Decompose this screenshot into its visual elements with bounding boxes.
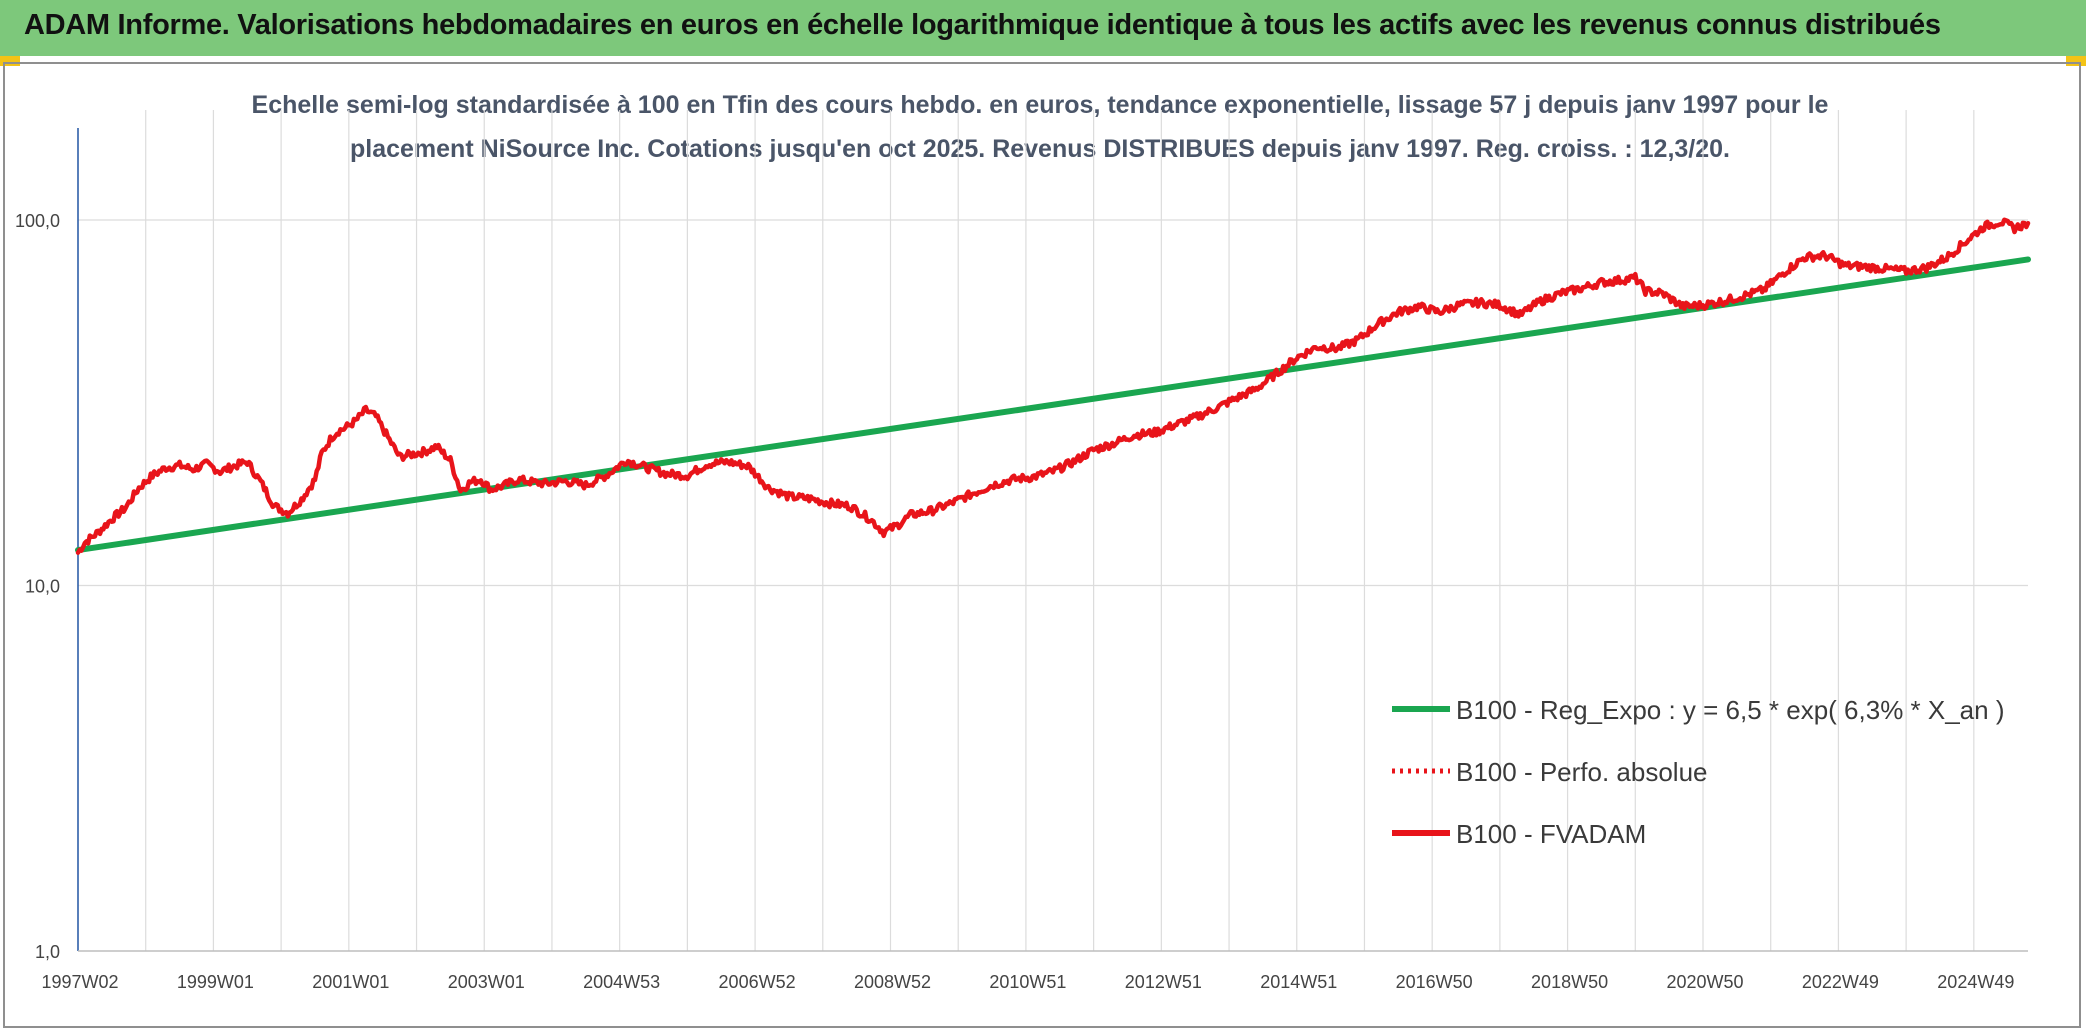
- x-tick-label-2006W52: 2006W52: [719, 972, 796, 992]
- legend: B100 - Reg_Expo : y = 6,5 * exp( 6,3% * …: [1392, 695, 2005, 849]
- x-tick-label-2020W50: 2020W50: [1666, 972, 1743, 992]
- fvadam-line: [75, 217, 2031, 555]
- chart-title-line-2: placement NiSource Inc. Cotations jusqu'…: [350, 135, 1730, 163]
- page-title: ADAM Informe. Valorisations hebdomadaire…: [24, 9, 1941, 41]
- corner-marker-left: [0, 56, 20, 66]
- legend-label-perfo: B100 - Perfo. absolue: [1456, 757, 1708, 787]
- x-tick-label-2003W01: 2003W01: [448, 972, 525, 992]
- x-tick-label-2018W50: 2018W50: [1531, 972, 1608, 992]
- x-tick-label-2016W50: 2016W50: [1396, 972, 1473, 992]
- grid: [78, 110, 2028, 951]
- header-banner: ADAM Informe. Valorisations hebdomadaire…: [0, 0, 2086, 56]
- chart-title-line-1: Echelle semi-log standardisée à 100 en T…: [252, 91, 1829, 119]
- x-tick-label-2001W01: 2001W01: [312, 972, 389, 992]
- axes: 1,0 10,0 100,0 1997W02 1999W01 2001W01 2003W01…: [15, 128, 2028, 992]
- legend-label-fvadam: B100 - FVADAM: [1456, 819, 1646, 849]
- x-tick-label-2004W53: 2004W53: [583, 972, 660, 992]
- x-tick-label-1997W02: 1997W02: [41, 972, 118, 992]
- corner-marker-right: [2066, 56, 2086, 66]
- x-tick-label-2008W52: 2008W52: [854, 972, 931, 992]
- x-tick-label-1999W01: 1999W01: [177, 972, 254, 992]
- x-tick-label-2024W49: 2024W49: [1937, 972, 2014, 992]
- y-tick-label-10,0: 10,0: [25, 577, 60, 597]
- x-tick-label-2022W49: 2022W49: [1802, 972, 1879, 992]
- y-tick-label-100,0: 100,0: [15, 211, 60, 231]
- x-tick-label-2014W51: 2014W51: [1260, 972, 1337, 992]
- legend-label-regression: B100 - Reg_Expo : y = 6,5 * exp( 6,3% * …: [1456, 695, 2005, 725]
- chart-frame: [3, 62, 2081, 1028]
- y-tick-label-1,0: 1,0: [35, 942, 60, 962]
- series: [75, 217, 2031, 555]
- x-tick-label-2012W51: 2012W51: [1125, 972, 1202, 992]
- x-tick-label-2010W51: 2010W51: [989, 972, 1066, 992]
